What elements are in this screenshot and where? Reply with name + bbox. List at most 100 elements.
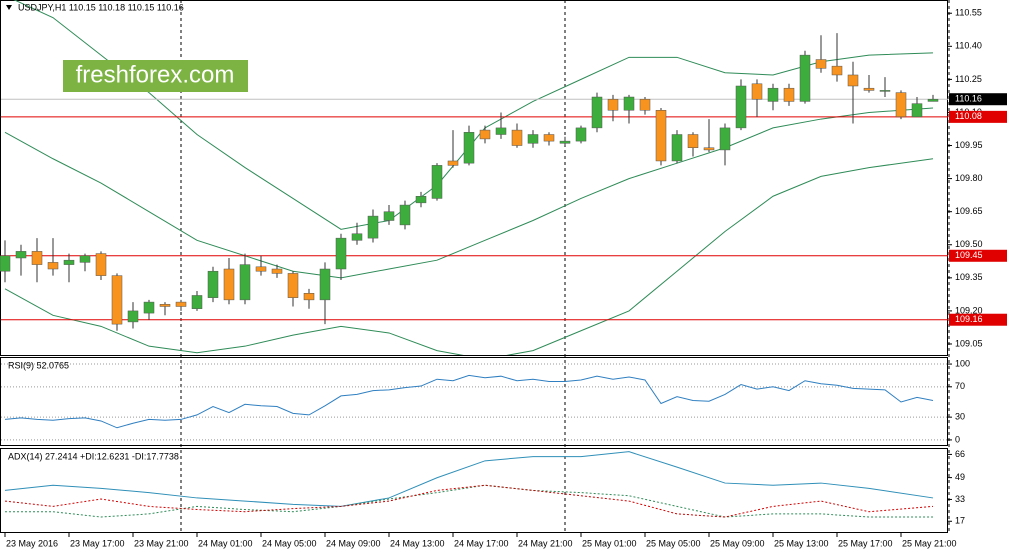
y-tick-label: 110.55 <box>955 8 982 18</box>
y-tick-label: 17 <box>955 516 965 526</box>
x-tick-label: 25 May 09:00 <box>710 538 765 548</box>
level-label: 109.16 <box>955 314 983 324</box>
chart-title: USDJPY,H1 110.15 110.18 110.15 110.16 <box>18 2 184 12</box>
candle-body <box>335 237 347 270</box>
candle-body <box>719 127 731 151</box>
candle-body <box>767 87 779 102</box>
indicator-title: RSI(9) 52.0765 <box>8 360 69 370</box>
y-tick-label: 109.20 <box>955 305 983 315</box>
candle-body <box>143 301 155 314</box>
candle-body <box>527 134 539 144</box>
candle-body <box>319 268 331 301</box>
candle-body <box>0 255 11 272</box>
band-middle <box>4 107 934 279</box>
candle-body <box>351 233 363 241</box>
last-price-label: 110.16 <box>955 94 982 104</box>
x-tick-label: 24 May 21:00 <box>518 538 573 548</box>
candle-body <box>847 74 859 87</box>
candle-body <box>863 87 875 91</box>
candle-body <box>463 132 475 164</box>
candle-body <box>47 262 59 270</box>
candle-body <box>559 140 571 144</box>
watermark: freshforex.com <box>76 61 235 88</box>
candle-body <box>255 266 267 272</box>
candle-body <box>159 304 171 307</box>
x-tick-label: 24 May 17:00 <box>454 538 509 548</box>
indicator-line <box>5 484 933 518</box>
rsi-pane <box>0 357 948 446</box>
candle-body <box>111 275 123 325</box>
candle-body <box>447 160 459 166</box>
candle-body <box>367 215 379 239</box>
x-tick-label: 25 May 13:00 <box>774 538 829 548</box>
candle-body <box>191 295 203 309</box>
pane-frames <box>0 0 948 533</box>
candle-body <box>95 253 107 276</box>
band-lower <box>4 158 934 355</box>
candle-body <box>655 109 667 162</box>
y-tick-label: 109.95 <box>955 140 983 150</box>
x-tick-label: 25 May 17:00 <box>838 538 893 548</box>
candle-body <box>31 251 43 265</box>
candle-body <box>15 251 27 259</box>
x-tick-label: 24 May 13:00 <box>390 538 445 548</box>
level-label-box <box>949 110 1007 123</box>
candle-body <box>591 96 603 129</box>
level-label: 109.45 <box>955 250 983 260</box>
indicator-title: ADX(14) 27.2414 +DI:12.6231 -DI:17.7738 <box>8 451 179 461</box>
candle-body <box>623 96 635 111</box>
y-tick-label: 70 <box>955 381 965 391</box>
indicator-line <box>4 451 934 507</box>
x-tick-label: 24 May 01:00 <box>198 538 253 548</box>
candle-body <box>383 211 395 221</box>
y-tick-label: 110.25 <box>955 74 982 84</box>
candle-body <box>687 134 699 148</box>
candle-body <box>607 98 619 111</box>
candle-body <box>303 293 315 301</box>
candle-body <box>271 268 283 274</box>
x-tick-label: 25 May 01:00 <box>582 538 637 548</box>
candle-body <box>575 127 587 142</box>
candle-body <box>415 195 427 204</box>
candle-body <box>911 103 923 118</box>
candle-body <box>511 129 523 146</box>
y-tick-label: 66 <box>955 449 965 459</box>
candle-body <box>399 204 411 226</box>
candle-body <box>831 65 843 76</box>
level-label-box <box>949 249 1007 262</box>
x-tick-label: 25 May 05:00 <box>646 538 701 548</box>
candle-body <box>639 98 651 111</box>
candle-body <box>751 83 763 100</box>
x-tick-label: 23 May 2016 <box>6 538 58 548</box>
y-tick-label: 0 <box>955 434 960 444</box>
main-pane <box>0 0 948 356</box>
y-tick-label: 109.65 <box>955 206 983 216</box>
x-tick-label: 23 May 17:00 <box>70 538 125 548</box>
candle-body <box>431 165 443 199</box>
candle-body <box>783 87 795 102</box>
candle-body <box>815 59 827 69</box>
level-label: 110.08 <box>955 111 982 121</box>
pane-plot <box>1 363 947 441</box>
y-tick-label: 110.40 <box>955 41 982 51</box>
candle-body <box>223 268 235 301</box>
last-price-box <box>949 93 1007 106</box>
candle-body <box>799 54 811 102</box>
day-separators <box>180 0 950 533</box>
candle-body <box>879 90 891 92</box>
y-tick-label: 33 <box>955 494 965 504</box>
indicator-line <box>4 484 934 518</box>
pane-plot <box>0 0 948 355</box>
y-tick-label: 109.50 <box>955 239 983 249</box>
indicator-line <box>4 374 934 429</box>
x-tick-label: 24 May 05:00 <box>262 538 317 548</box>
candle-body <box>671 134 683 162</box>
candle-body <box>703 147 715 151</box>
candle-body <box>239 264 251 301</box>
candle-body <box>63 259 75 265</box>
y-tick-label: 109.80 <box>955 173 983 183</box>
candle-body <box>895 92 907 118</box>
